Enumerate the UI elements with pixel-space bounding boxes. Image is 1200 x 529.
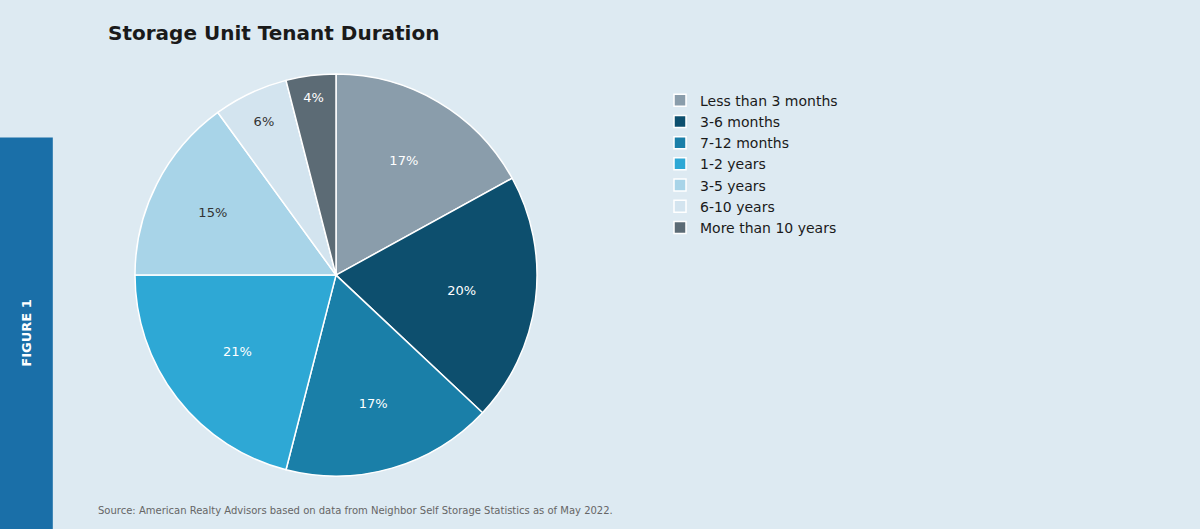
svg-text:1-2 years: 1-2 years	[700, 156, 766, 172]
svg-text:Less than 3 months: Less than 3 months	[700, 93, 838, 109]
svg-text:3-6 months: 3-6 months	[700, 114, 780, 130]
svg-text:7-12 months: 7-12 months	[700, 135, 789, 151]
svg-text:21%: 21%	[223, 344, 252, 359]
svg-text:17%: 17%	[389, 153, 418, 168]
svg-text:6%: 6%	[254, 114, 275, 129]
svg-text:Source: American Realty Adviso: Source: American Realty Advisors based o…	[98, 505, 613, 516]
svg-text:6-10 years: 6-10 years	[700, 199, 775, 215]
svg-text:Storage Unit Tenant Duration: Storage Unit Tenant Duration	[108, 21, 439, 45]
svg-text:20%: 20%	[447, 283, 476, 298]
svg-text:4%: 4%	[303, 90, 324, 105]
svg-text:More than 10 years: More than 10 years	[700, 220, 836, 236]
svg-text:FIGURE 1: FIGURE 1	[19, 299, 34, 366]
svg-text:17%: 17%	[359, 396, 388, 411]
svg-text:15%: 15%	[198, 205, 227, 220]
svg-text:3-5 years: 3-5 years	[700, 178, 766, 194]
